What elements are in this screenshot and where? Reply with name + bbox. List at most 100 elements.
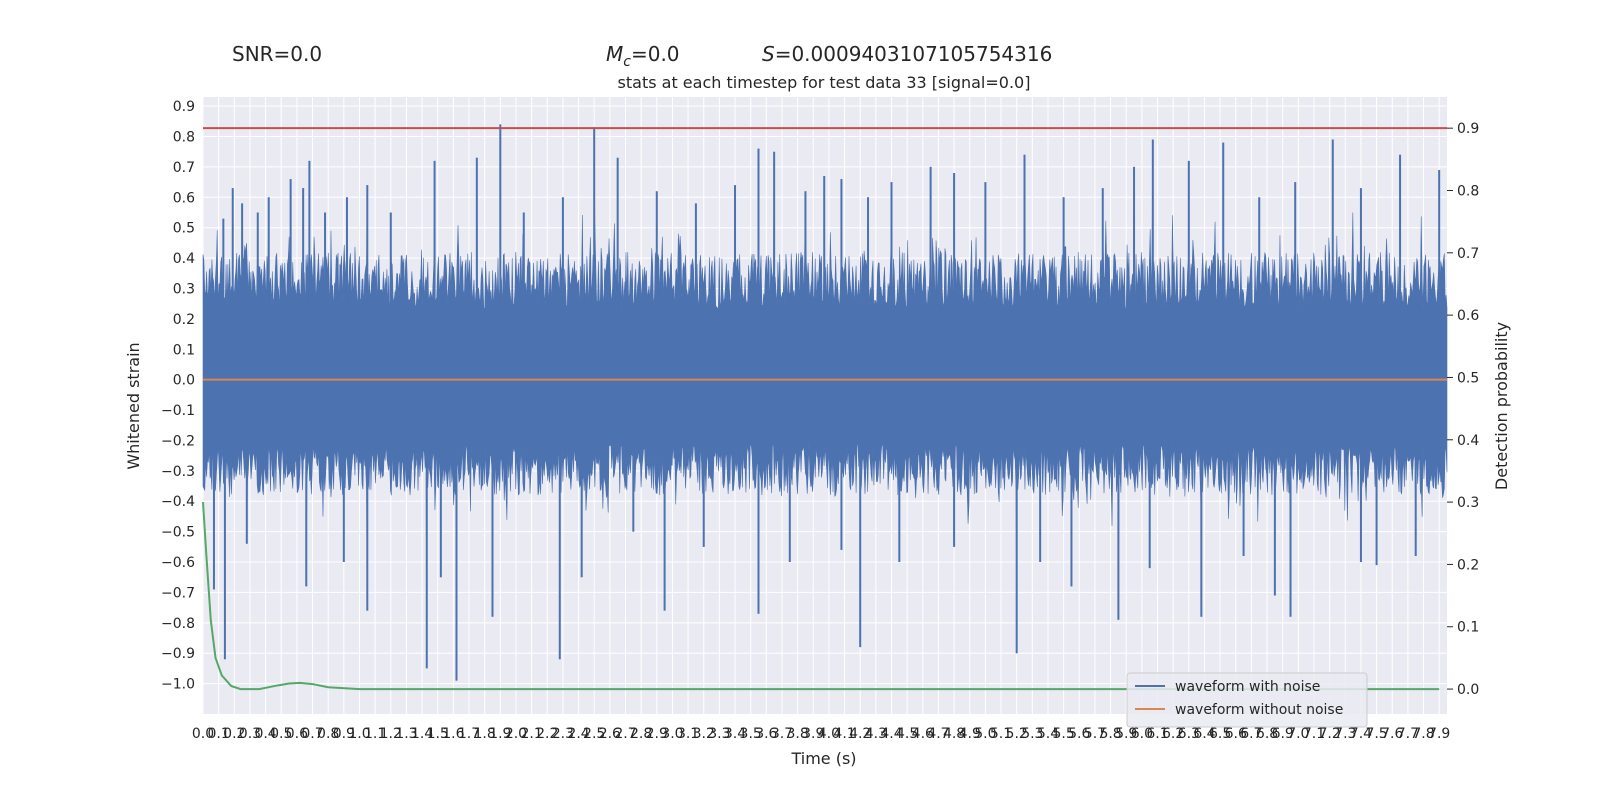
x-tick-label: 1.0 xyxy=(348,726,370,742)
x-tick-label: 7.7 xyxy=(1397,726,1419,742)
x-tick-label: 4.4 xyxy=(880,726,902,742)
chart-title: stats at each timestep for test data 33 … xyxy=(618,73,1031,92)
x-tick-label: 3.7 xyxy=(771,726,793,742)
y2-tick-label: 0.3 xyxy=(1457,495,1479,511)
x-tick-label: 6.8 xyxy=(1256,726,1278,742)
legend-label-waveform-without-noise: waveform without noise xyxy=(1175,702,1343,718)
x-tick-label: 5.4 xyxy=(1037,726,1059,742)
x-tick-label: 3.6 xyxy=(755,726,777,742)
legend-label-waveform-with-noise: waveform with noise xyxy=(1175,679,1320,695)
x-tick-label: 7.3 xyxy=(1334,726,1356,742)
mc-symbol: M xyxy=(606,42,623,66)
x-tick-label: 2.0 xyxy=(505,726,527,742)
y-tick-label: −0.1 xyxy=(161,403,195,419)
x-tick-label: 5.8 xyxy=(1099,726,1121,742)
y2-tick-label: 0.4 xyxy=(1457,433,1479,449)
x-tick-label: 5.5 xyxy=(1052,726,1074,742)
x-tick-label: 0.1 xyxy=(208,726,230,742)
snr-label: SNR=0.0 xyxy=(232,42,322,66)
x-tick-label: 2.4 xyxy=(567,726,589,742)
y-tick-label: 0.5 xyxy=(173,221,195,237)
y2-tick-label: 0.6 xyxy=(1457,308,1479,324)
x-tick-label: 4.0 xyxy=(818,726,840,742)
y-tick-label: 0.9 xyxy=(173,99,195,115)
y-tick-label: −0.7 xyxy=(161,585,195,601)
x-tick-label: 6.3 xyxy=(1178,726,1200,742)
mc-value: =0.0 xyxy=(631,42,680,66)
x-tick-label: 1.7 xyxy=(458,726,480,742)
s-value: =0.0009403107105754316 xyxy=(775,42,1053,66)
x-tick-label: 0.0 xyxy=(192,726,214,742)
y2-tick-label: 0.2 xyxy=(1457,557,1479,573)
y-tick-label: 0.3 xyxy=(173,281,195,297)
x-tick-label: 4.2 xyxy=(849,726,871,742)
x-tick-label: 7.5 xyxy=(1365,726,1387,742)
x-tick-label: 3.4 xyxy=(724,726,746,742)
y-tick-label: −0.8 xyxy=(161,616,195,632)
x-tick-label: 0.8 xyxy=(317,726,339,742)
x-tick-label: 6.2 xyxy=(1162,726,1184,742)
s-symbol: S xyxy=(762,42,775,66)
x-tick-label: 4.9 xyxy=(959,726,981,742)
x-tick-label: 6.5 xyxy=(1209,726,1231,742)
legend: waveform with noise waveform without noi… xyxy=(1126,672,1368,728)
x-tick-label: 3.1 xyxy=(677,726,699,742)
x-tick-label: 3.5 xyxy=(740,726,762,742)
y2-tick-label: 0.0 xyxy=(1457,682,1479,698)
y-tick-label: 0.1 xyxy=(173,342,195,358)
y-tick-label: 0.4 xyxy=(173,251,195,267)
x-tick-label: 6.6 xyxy=(1225,726,1247,742)
x-tick-label: 5.6 xyxy=(1068,726,1090,742)
x-tick-label: 6.4 xyxy=(1193,726,1215,742)
x-tick-label: 7.6 xyxy=(1381,726,1403,742)
x-tick-label: 1.5 xyxy=(427,726,449,742)
y-tick-label: 0.0 xyxy=(173,373,195,389)
x-tick-label: 7.0 xyxy=(1287,726,1309,742)
x-tick-label: 3.8 xyxy=(786,726,808,742)
x-tick-label: 0.5 xyxy=(270,726,292,742)
x-tick-label: 1.4 xyxy=(411,726,433,742)
x-tick-label: 4.5 xyxy=(896,726,918,742)
legend-box xyxy=(1126,672,1368,728)
y-axis-label: Whitened strain xyxy=(124,342,143,469)
series-line-2 xyxy=(202,502,1440,691)
x-tick-label: 2.5 xyxy=(583,726,605,742)
y-tick-label: −0.6 xyxy=(161,555,195,571)
x-tick-label: 4.7 xyxy=(927,726,949,742)
x-tick-label: 5.7 xyxy=(1084,726,1106,742)
y-tick-label: 0.2 xyxy=(173,312,195,328)
x-tick-label: 2.7 xyxy=(614,726,636,742)
x-tick-label: 3.2 xyxy=(693,726,715,742)
x-tick-label: 1.6 xyxy=(442,726,464,742)
x-tick-label: 5.2 xyxy=(1006,726,1028,742)
x-tick-label: 4.1 xyxy=(833,726,855,742)
x-tick-label: 7.9 xyxy=(1428,726,1450,742)
x-tick-label: 2.1 xyxy=(520,726,542,742)
y-tick-label: −0.2 xyxy=(161,433,195,449)
y-tick-label: −0.4 xyxy=(161,494,195,510)
x-tick-label: 3.0 xyxy=(661,726,683,742)
x-tick-label: 0.2 xyxy=(223,726,245,742)
series-waveform-with-noise xyxy=(202,124,1448,681)
x-tick-label: 5.0 xyxy=(974,726,996,742)
x-tick-label: 2.6 xyxy=(599,726,621,742)
y-tick-label: −0.9 xyxy=(161,646,195,662)
x-tick-label: 3.3 xyxy=(708,726,730,742)
y2-tick-label: 0.1 xyxy=(1457,620,1479,636)
y-tick-label: 0.6 xyxy=(173,190,195,206)
x-tick-label: 0.4 xyxy=(254,726,276,742)
x-tick-label: 7.1 xyxy=(1303,726,1325,742)
y-axis-left-ticks: 0.9 0.8 0.7 0.6 0.5 0.4 0.3 0.2 0.1 0.0 −0.1 −0.2 −0… xyxy=(161,99,195,692)
y-tick-label: −1.0 xyxy=(161,677,195,693)
x-tick-label: 3.9 xyxy=(802,726,824,742)
y2-tick-label: 0.8 xyxy=(1457,183,1479,199)
x-tick-label: 7.8 xyxy=(1412,726,1434,742)
x-tick-label: 2.9 xyxy=(646,726,668,742)
x-tick-label: 6.1 xyxy=(1146,726,1168,742)
x-tick-label: 2.2 xyxy=(536,726,558,742)
x-tick-label: 1.8 xyxy=(474,726,496,742)
x-tick-label: 0.3 xyxy=(239,726,261,742)
y-tick-label: 0.7 xyxy=(173,160,195,176)
x-tick-label: 7.2 xyxy=(1319,726,1341,742)
